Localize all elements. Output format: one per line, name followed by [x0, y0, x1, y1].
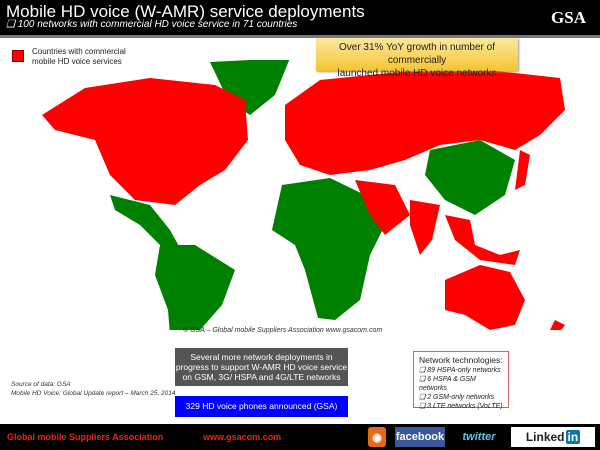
map-legend: Countries with commercial mobile HD voice… — [12, 47, 126, 67]
tech-item: ❑ 2 GSM-only networks — [419, 394, 495, 401]
legend-label: Countries with commercial — [32, 47, 126, 56]
world-map — [42, 60, 565, 330]
india — [410, 200, 440, 255]
source-line: Source of data: GSA — [11, 381, 71, 388]
tech-item: ❑ 89 HSPA-only networks — [419, 367, 501, 374]
header: Mobile HD voice (W-AMR) service deployme… — [0, 0, 600, 35]
australia — [445, 265, 525, 330]
middle-east — [355, 180, 410, 235]
facebook-link[interactable]: facebook — [395, 427, 445, 447]
growth-callout: Over 31% YoY growth in number of commerc… — [316, 38, 518, 79]
growth-text: launched mobile HD voice networks — [337, 68, 497, 79]
linkedin-in: in — [565, 430, 581, 444]
network-technologies-box: Network technologies: ❑ 89 HSPA-only net… — [413, 351, 509, 410]
source-note: Source of data: GSA Mobile HD Voice: Glob… — [11, 380, 176, 398]
progress-note: Several more network deployments in prog… — [175, 348, 348, 386]
gsa-logo: GSA — [551, 8, 586, 27]
europe-russia — [285, 68, 565, 175]
tech-title: Network technologies: — [419, 355, 503, 365]
footer-url[interactable]: www.gsacom.com — [203, 432, 282, 442]
twitter-link[interactable]: twitter — [462, 431, 496, 443]
legend-swatch — [12, 50, 24, 62]
south-america — [155, 245, 235, 330]
rss-icon[interactable]: ◉ — [368, 427, 386, 447]
linkedin-text: Linked — [525, 430, 565, 444]
china — [425, 140, 515, 215]
map-copyright: © GSA – Global mobile Suppliers Associat… — [183, 327, 383, 334]
legend-label: mobile HD voice services — [32, 57, 122, 66]
page-subtitle: ❑ 100 networks with commercial HD voice … — [6, 19, 298, 30]
source-line: Mobile HD Voice: Global Update report – … — [11, 390, 176, 397]
growth-text: Over 31% YoY growth in number of commerc… — [338, 42, 496, 66]
north-america — [42, 78, 248, 205]
tech-item: ❑ 3 LTE networks (VoLTE) — [419, 403, 503, 410]
linkedin-link[interactable]: Linked in — [511, 427, 595, 447]
greenland — [210, 60, 290, 115]
tech-item: ❑ 6 HSPA & GSM networks — [419, 376, 476, 392]
footer: Global mobile Suppliers Association www.… — [0, 424, 600, 450]
japan — [515, 150, 530, 190]
southeast-asia — [445, 215, 520, 265]
africa — [272, 178, 385, 320]
phones-note: 329 HD voice phones announced (GSA) — [175, 396, 348, 417]
central-america — [110, 195, 180, 250]
divider — [0, 35, 600, 38]
new-zealand — [550, 320, 565, 330]
page-title: Mobile HD voice (W-AMR) service deployme… — [6, 2, 365, 21]
footer-org: Global mobile Suppliers Association — [7, 432, 164, 442]
